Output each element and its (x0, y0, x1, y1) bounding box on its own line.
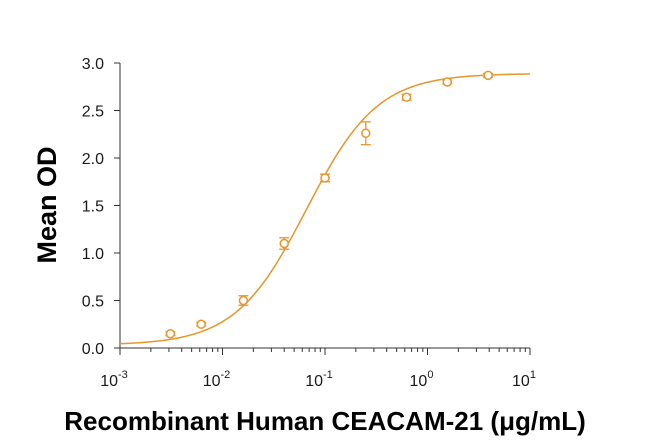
fit-curve-line (119, 73, 531, 345)
y-tick-label: 3.0 (82, 56, 104, 73)
data-point (401, 92, 412, 102)
data-point (361, 128, 371, 139)
data-point (320, 173, 330, 183)
data-point (483, 70, 493, 81)
data-point (196, 319, 206, 329)
data-points-layer (165, 70, 494, 339)
data-point (279, 238, 289, 249)
x-tick-label: 10-3 (100, 369, 128, 390)
data-point (238, 295, 249, 306)
y-tick-label: 2.0 (82, 151, 104, 168)
y-tick-label: 0.5 (82, 294, 104, 311)
y-tick-label: 1.5 (82, 199, 104, 216)
data-point (442, 77, 453, 87)
y-axis-label: Mean OD (32, 146, 62, 263)
x-tick-label: 100 (410, 369, 434, 390)
y-tick-label: 2.5 (82, 104, 104, 121)
x-axis-label: Recombinant Human CEACAM-21 (μg/mL) (64, 406, 586, 436)
x-tick-label: 101 (512, 369, 536, 390)
x-tick-label: 10-1 (305, 369, 333, 390)
y-tick-label: 0.0 (82, 341, 104, 358)
y-tick-label: 1.0 (82, 246, 104, 263)
data-point (165, 329, 176, 339)
fit-curve-layer (119, 73, 531, 345)
x-tick-label: 10-2 (203, 369, 231, 390)
axes: 0.0 0.5 1.0 1.5 2.0 2.5 3.0 10-3 10-2 10-1 100 101 (82, 56, 536, 390)
